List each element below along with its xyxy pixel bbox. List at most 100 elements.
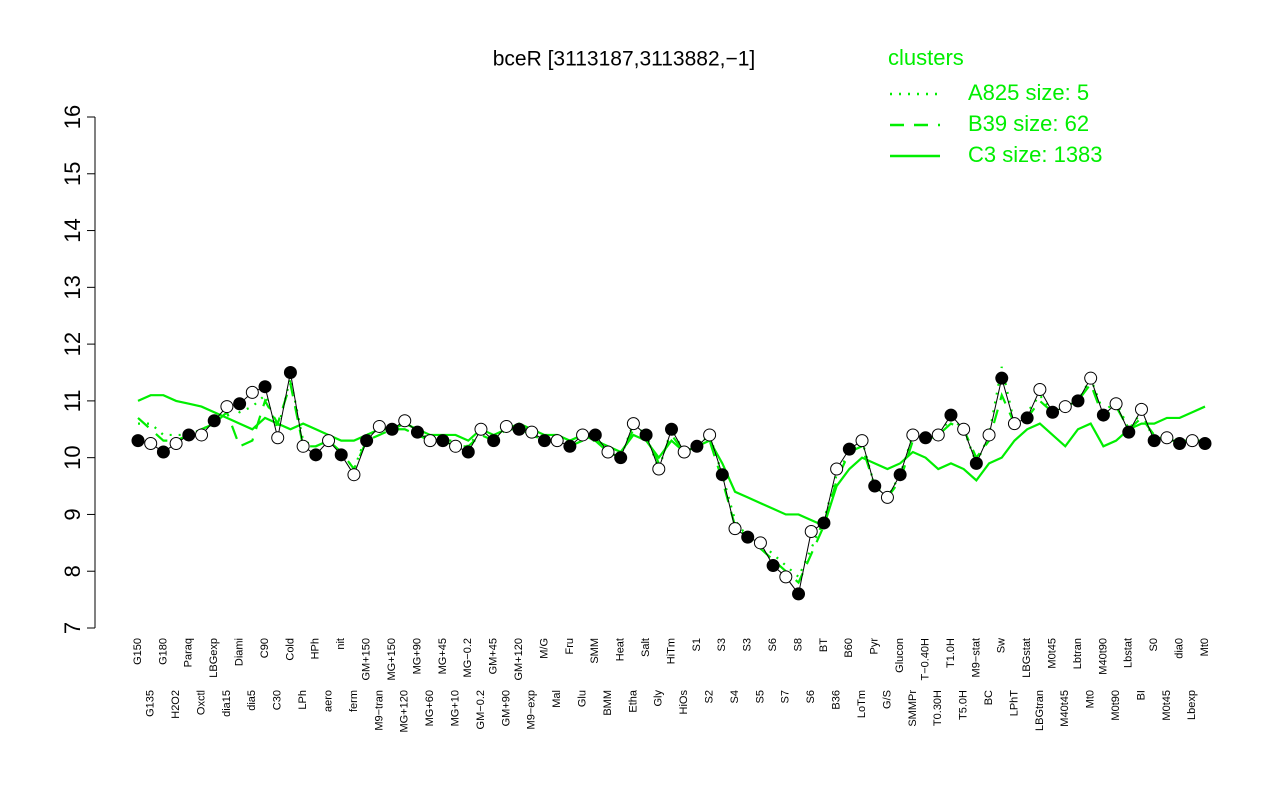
x-tick-label: C90 — [259, 638, 271, 658]
data-point — [1096, 408, 1110, 422]
x-tick-label: MG−0.2 — [462, 638, 474, 677]
data-point — [461, 445, 475, 459]
x-tick-label: S3 — [742, 638, 754, 651]
x-tick-label: Lbstat — [1123, 638, 1135, 668]
data-point — [385, 422, 399, 436]
data-point — [1147, 434, 1161, 448]
x-tick-label: Glucon — [894, 638, 906, 673]
data-point — [245, 385, 259, 399]
data-point — [931, 428, 945, 442]
data-point — [525, 425, 539, 439]
legend-label: A825 size: 5 — [968, 80, 1089, 105]
x-tick-label: Fru — [564, 638, 576, 655]
series-line — [137, 394, 1206, 528]
x-tick-label: Heat — [615, 638, 627, 661]
data-point — [144, 436, 158, 450]
data-point — [766, 559, 780, 573]
data-point — [868, 479, 882, 493]
data-point — [220, 400, 234, 414]
y-tick-label: 7 — [60, 622, 85, 634]
x-tick-label: dia15 — [221, 690, 233, 717]
x-tick-label: Salt — [640, 638, 652, 657]
x-tick-label: Cold — [284, 638, 296, 661]
data-point — [182, 428, 196, 442]
data-point — [982, 428, 996, 442]
x-tick-label: SMM — [589, 638, 601, 664]
y-tick-label: 11 — [60, 389, 85, 412]
x-tick-label: LBGexp — [208, 638, 220, 678]
x-tick-label: LPh — [297, 690, 309, 710]
chart-title: bceR [3113187,3113882,−1] — [493, 48, 756, 71]
data-point — [601, 445, 615, 459]
x-tick-label: MG+150 — [386, 638, 398, 681]
data-point — [728, 522, 742, 536]
data-point — [398, 414, 412, 428]
x-tick-label: HiTm — [665, 638, 677, 664]
x-tick-label: S1 — [691, 638, 703, 651]
x-tick-label: G135 — [145, 690, 157, 717]
x-tick-label: Lbtran — [1072, 638, 1084, 669]
x-tick-label: GM+150 — [361, 638, 373, 681]
x-tick-label: GM+90 — [500, 690, 512, 726]
data-point — [1033, 383, 1047, 397]
data-point — [677, 445, 691, 459]
data-point — [1046, 405, 1060, 419]
data-point — [1007, 417, 1021, 431]
x-tick-label: B36 — [831, 690, 843, 710]
data-point — [1084, 371, 1098, 385]
x-tick-label: Sw — [996, 638, 1008, 653]
data-point — [779, 570, 793, 584]
x-tick-label: GM−0.2 — [475, 690, 487, 729]
data-point — [944, 408, 958, 422]
data-point — [817, 516, 831, 530]
data-point — [195, 428, 209, 442]
x-tick-label: G180 — [157, 638, 169, 665]
data-point — [919, 431, 933, 445]
x-tick-label: M0t45 — [1161, 690, 1173, 721]
data-point — [296, 439, 310, 453]
x-tick-label: T1.0H — [945, 638, 957, 668]
x-tick-label: Pyr — [869, 638, 881, 655]
x-tick-label: M9−stat — [970, 638, 982, 677]
y-tick-label: 12 — [60, 332, 85, 356]
x-tick-label: S6 — [805, 690, 817, 703]
data-point — [563, 439, 577, 453]
y-tick-label: 13 — [60, 275, 85, 299]
y-tick-label: 15 — [60, 162, 85, 186]
x-tick-label: S3 — [716, 638, 728, 651]
data-point — [499, 419, 513, 433]
x-tick-label: S8 — [792, 638, 804, 651]
data-point — [1122, 425, 1136, 439]
data-point — [753, 536, 767, 550]
x-tick-label: S7 — [780, 690, 792, 703]
data-point — [512, 422, 526, 436]
data-point — [131, 434, 145, 448]
data-point — [1185, 434, 1199, 448]
x-tick-label: dia0 — [1174, 638, 1186, 659]
legend-label: B39 size: 62 — [968, 111, 1089, 136]
data-point — [436, 434, 450, 448]
x-tick-label: C30 — [272, 690, 284, 710]
data-point — [169, 436, 183, 450]
data-point — [830, 462, 844, 476]
y-tick-label: 8 — [60, 565, 85, 577]
data-point — [322, 434, 336, 448]
x-tick-label: BMM — [602, 690, 614, 716]
x-tick-label: T5.0H — [958, 690, 970, 720]
data-point — [792, 587, 806, 601]
data-point — [715, 468, 729, 482]
x-tick-label: nit — [335, 638, 347, 650]
x-tick-label: LoTm — [856, 690, 868, 718]
x-tick-label: LPhT — [1008, 690, 1020, 717]
x-tick-label: H2O2 — [170, 690, 182, 719]
x-tick-label: S2 — [704, 690, 716, 703]
data-point — [334, 448, 348, 462]
data-point — [690, 439, 704, 453]
x-tick-label: M9−exp — [526, 690, 538, 729]
data-point — [271, 431, 285, 445]
data-point — [639, 428, 653, 442]
data-point — [804, 524, 818, 538]
x-tick-label: G150 — [132, 638, 144, 665]
data-point — [550, 434, 564, 448]
